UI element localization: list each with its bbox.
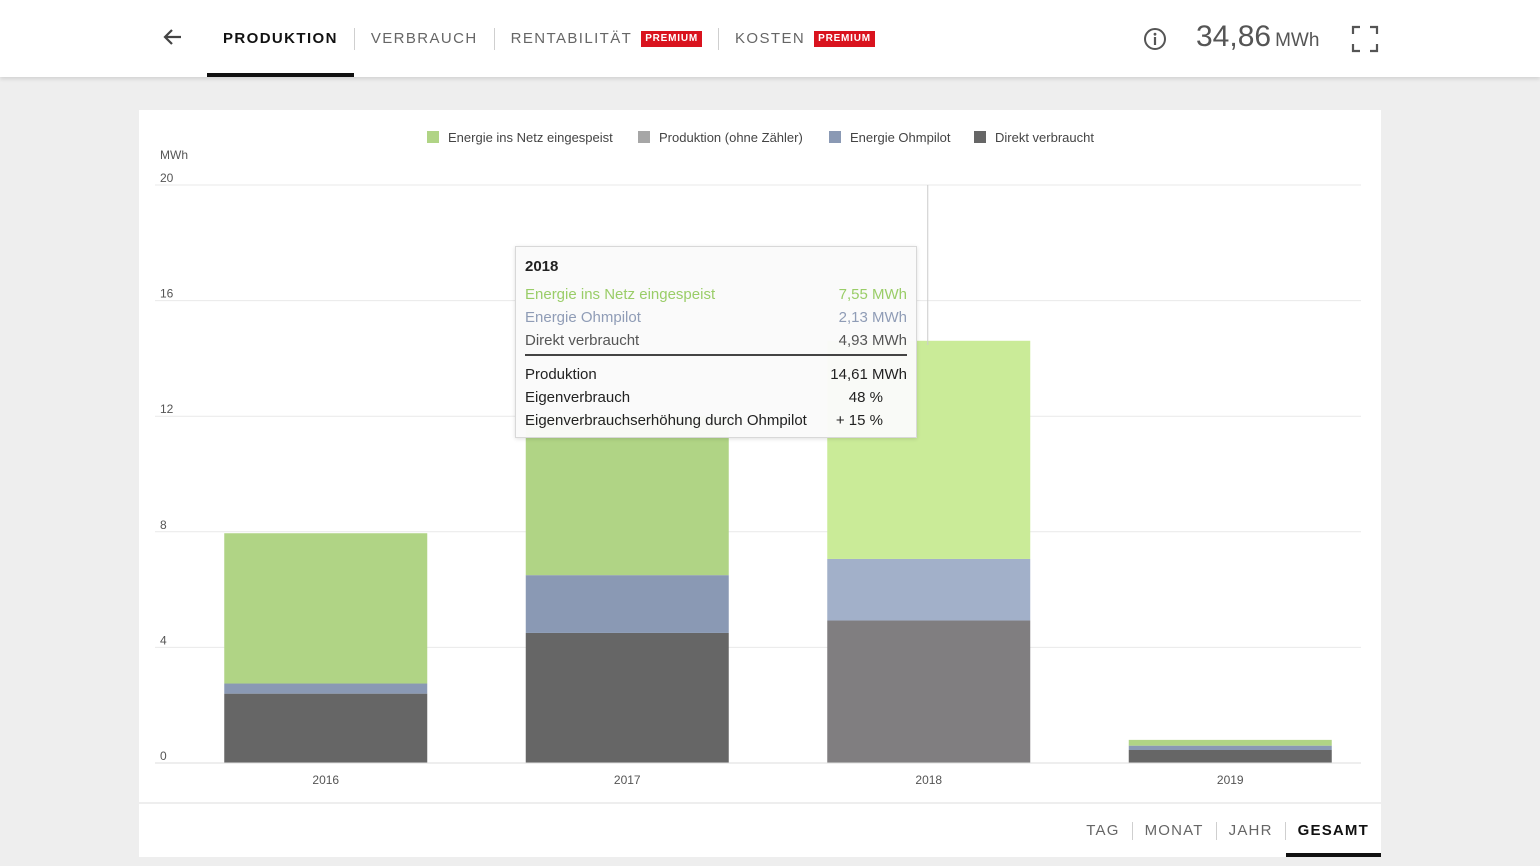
y-tick-label: 8	[160, 518, 167, 532]
tooltip-value: 2,13 MWh	[838, 309, 907, 326]
tab-produktion[interactable]: PRODUKTION	[207, 0, 354, 77]
tooltip-value: 4,93 MWh	[838, 332, 907, 349]
period-divider	[1215, 821, 1217, 840]
tab-label: PRODUKTION	[223, 30, 338, 47]
period-tab-gesamt[interactable]: GESAMT	[1285, 804, 1382, 857]
total-unit: MWh	[1275, 30, 1320, 51]
tooltip-value: 14,61 MWh	[830, 366, 907, 383]
tab-label: VERBRAUCH	[370, 30, 478, 47]
top-bar: PRODUKTION VERBRAUCH RENTABILITÄT PREMIUM…	[0, 0, 1540, 77]
bar-segment	[525, 416, 729, 576]
tab-divider	[353, 27, 355, 50]
tooltip-row-netz: Energie ins Netz eingespeist 7,55 MWh	[525, 283, 907, 306]
premium-badge: PREMIUM	[641, 30, 703, 47]
premium-badge: PREMIUM	[814, 30, 875, 47]
legend-label: Direkt verbraucht	[995, 130, 1094, 145]
chart-tooltip: 2018 Energie ins Netz eingespeist 7,55 MW…	[515, 246, 917, 438]
tab-divider	[718, 27, 720, 50]
bar-segment	[1128, 749, 1332, 763]
legend-label: Produktion (ohne Zähler)	[659, 130, 803, 145]
total-value: 34,86	[1196, 20, 1272, 53]
bar-segment	[224, 533, 428, 684]
period-divider	[1284, 821, 1286, 840]
tab-kosten[interactable]: KOSTEN PREMIUM	[719, 0, 891, 77]
x-tick-label: 2018	[915, 773, 942, 787]
y-tick-label: 20	[160, 171, 174, 185]
tooltip-row-eigenverbrauch: Eigenverbrauch 48 %	[525, 386, 907, 409]
tab-rentabilitaet[interactable]: RENTABILITÄT PREMIUM	[495, 0, 718, 77]
tooltip-label: Energie Ohmpilot	[525, 309, 641, 326]
legend-swatch	[829, 131, 841, 143]
y-tick-label: 0	[160, 749, 167, 763]
period-tab-jahr[interactable]: JAHR	[1217, 804, 1285, 857]
legend-swatch	[974, 131, 986, 143]
period-tab-monat[interactable]: MONAT	[1133, 804, 1216, 857]
bar-segment	[224, 683, 428, 694]
tooltip-value: 48 %	[848, 389, 883, 406]
period-label: TAG	[1086, 822, 1120, 839]
main-tabs: PRODUKTION VERBRAUCH RENTABILITÄT PREMIUM…	[207, 0, 891, 77]
legend-swatch	[638, 131, 650, 143]
x-tick-label: 2019	[1217, 773, 1244, 787]
tooltip-label: Produktion	[525, 366, 597, 383]
bar-segment	[1128, 745, 1332, 750]
period-bar: TAG MONAT JAHR GESAMT	[139, 804, 1382, 857]
x-tick-label: 2016	[312, 773, 339, 787]
tooltip-divider	[525, 354, 907, 356]
tab-verbrauch[interactable]: VERBRAUCH	[355, 0, 494, 77]
legend-label: Energie ins Netz eingespeist	[448, 130, 613, 145]
period-label: JAHR	[1228, 822, 1273, 839]
tooltip-label: Direkt verbraucht	[525, 332, 640, 349]
tooltip-value: 7,55 MWh	[838, 286, 907, 303]
tooltip-value: + 15 %	[835, 412, 883, 429]
arrow-left-icon[interactable]	[158, 22, 188, 52]
chart-card: 0 4 8 12 16 20 MWh 2016 2017 2018 2019 Energie ins …	[139, 110, 1381, 802]
bar-segment	[1128, 739, 1332, 746]
period-label: GESAMT	[1297, 822, 1369, 839]
tooltip-row-produktion: Produktion 14,61 MWh	[525, 363, 907, 386]
legend-swatch	[427, 131, 439, 143]
tooltip-title: 2018	[525, 258, 559, 275]
period-divider	[1131, 821, 1133, 840]
y-tick-label: 16	[160, 287, 174, 301]
period-tabs: TAG MONAT JAHR GESAMT	[1074, 804, 1382, 857]
period-label: MONAT	[1144, 822, 1204, 839]
total-production: 34,86 MWh	[1196, 20, 1319, 54]
tooltip-row-direkt: Direkt verbraucht 4,93 MWh	[525, 329, 907, 352]
bar-segment	[224, 693, 428, 763]
bar-segment	[827, 620, 1031, 763]
tab-label: RENTABILITÄT	[510, 30, 633, 47]
stacked-bar-chart: 0 4 8 12 16 20 MWh 2016 2017 2018 2019 Energie ins …	[155, 130, 1361, 787]
period-tab-tag[interactable]: TAG	[1074, 804, 1131, 857]
y-axis-label: MWh	[160, 148, 188, 162]
fullscreen-icon[interactable]	[1350, 24, 1380, 54]
bar-segment	[525, 632, 729, 763]
bar-segment	[827, 558, 1031, 621]
tooltip-label: Eigenverbrauchserhöhung durch Ohmpilot	[525, 412, 807, 429]
tooltip-label: Energie ins Netz eingespeist	[525, 286, 716, 303]
tab-divider	[493, 27, 495, 50]
info-icon[interactable]	[1142, 26, 1168, 52]
tooltip-row-ohmpilot: Energie Ohmpilot 2,13 MWh	[525, 306, 907, 329]
tooltip-row-erhoehung: Eigenverbrauchserhöhung durch Ohmpilot + …	[525, 409, 907, 432]
y-tick-label: 12	[160, 402, 174, 416]
tooltip-label: Eigenverbrauch	[525, 389, 631, 406]
x-tick-label: 2017	[614, 773, 641, 787]
bar-segment	[525, 575, 729, 633]
y-tick-label: 4	[160, 633, 167, 647]
legend-label: Energie Ohmpilot	[850, 130, 951, 145]
tab-label: KOSTEN	[735, 30, 806, 47]
